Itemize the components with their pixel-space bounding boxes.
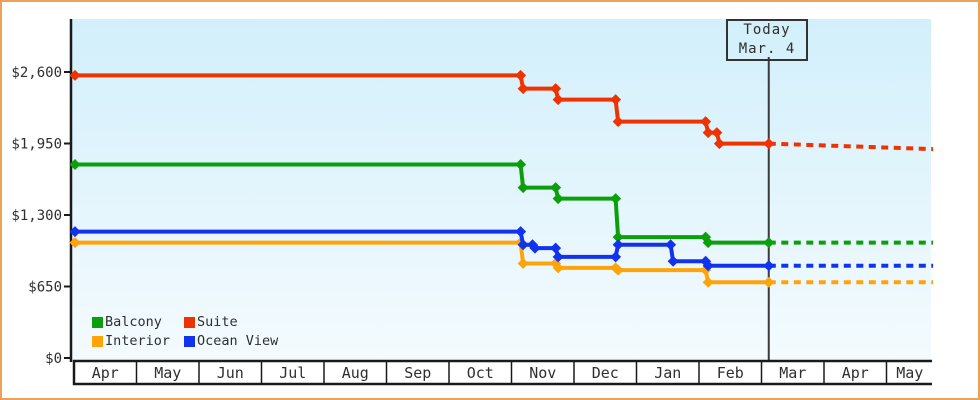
data-point-balcony [517, 182, 529, 194]
data-point-suite [517, 83, 529, 95]
data-point-interior [552, 262, 564, 274]
data-point-ocean-view [529, 242, 541, 254]
data-point-suite [713, 138, 725, 150]
legend-swatch-suite [184, 316, 195, 328]
month-label: Oct [467, 364, 494, 382]
data-point-interior [517, 258, 529, 270]
y-axis-label: $1,950 [11, 137, 62, 153]
y-axis-label: $0 [45, 351, 62, 367]
data-point-ocean-view [665, 239, 677, 251]
data-point-balcony [552, 193, 564, 205]
data-point-suite [515, 69, 527, 81]
data-point-balcony [515, 159, 527, 171]
data-point-suite [700, 116, 712, 128]
data-point-balcony [763, 237, 775, 249]
data-point-suite [550, 83, 562, 95]
legend-item-suite: Suite [184, 314, 278, 330]
data-point-ocean-view [517, 239, 529, 251]
y-axis-label: $1,300 [11, 208, 62, 224]
today-annotation: Today Mar. 4 [726, 19, 808, 61]
legend-swatch-interior [92, 335, 103, 347]
legend-swatch-ocean-view [184, 335, 195, 347]
month-label: Sep [404, 364, 431, 382]
today-date: Mar. 4 [738, 41, 796, 57]
month-label: Feb [717, 364, 744, 382]
data-point-suite [702, 127, 714, 139]
legend-label: Interior [105, 333, 171, 349]
month-label: Mar [779, 364, 806, 382]
x-axis-month-row: Apr May Jun Jul Aug Sep Oct Nov Dec Jan Feb Mar Apr M… [72, 359, 932, 386]
legend-label: Balcony [105, 314, 162, 330]
legend: Balcony Suite Interior Ocean View [92, 314, 278, 349]
data-point-suite [711, 127, 723, 139]
y-axis-label: $2,600 [11, 65, 62, 81]
y-axis-label: $650 [28, 280, 62, 296]
plot-area [72, 19, 931, 361]
month-label: Jun [217, 364, 244, 382]
data-point-suite [612, 116, 624, 128]
legend-swatch-balcony [92, 316, 103, 328]
data-point-interior [702, 276, 714, 288]
series-forecast-suite [768, 141, 934, 152]
data-point-balcony [612, 231, 624, 243]
legend-label: Ocean View [197, 333, 279, 349]
data-point-ocean-view [612, 239, 624, 251]
month-label: Jan [654, 364, 681, 382]
month-label: Apr [842, 364, 869, 382]
month-label: Apr [92, 364, 119, 382]
today-label: Today [743, 22, 791, 38]
legend-item-balcony: Balcony [92, 314, 184, 330]
data-point-suite [763, 138, 775, 150]
data-point-suite [69, 69, 81, 81]
data-point-ocean-view [515, 226, 527, 238]
data-point-ocean-view [69, 226, 81, 238]
legend-item-ocean-view: Ocean View [184, 333, 278, 349]
month-label: Jul [279, 364, 306, 382]
data-point-suite [552, 94, 564, 106]
data-point-balcony [550, 182, 562, 194]
data-point-interior [612, 264, 624, 276]
data-point-ocean-view [552, 251, 564, 263]
data-point-balcony [69, 159, 81, 171]
data-point-interior [763, 276, 775, 288]
data-point-ocean-view [763, 260, 775, 272]
data-point-ocean-view [550, 242, 562, 254]
legend-label: Suite [197, 314, 238, 330]
month-label: May [154, 364, 181, 382]
month-label: Aug [342, 364, 369, 382]
month-label: Dec [592, 364, 619, 382]
series-line-interior [75, 240, 769, 285]
data-point-ocean-view [610, 251, 622, 263]
month-label: Nov [529, 364, 556, 382]
data-point-balcony [702, 237, 714, 249]
data-point-ocean-view [667, 255, 679, 267]
legend-item-interior: Interior [92, 333, 184, 349]
data-point-balcony [610, 193, 622, 205]
month-label: May [896, 364, 923, 382]
data-point-suite [610, 94, 622, 106]
data-point-ocean-view [702, 260, 714, 272]
data-point-interior [69, 237, 81, 249]
